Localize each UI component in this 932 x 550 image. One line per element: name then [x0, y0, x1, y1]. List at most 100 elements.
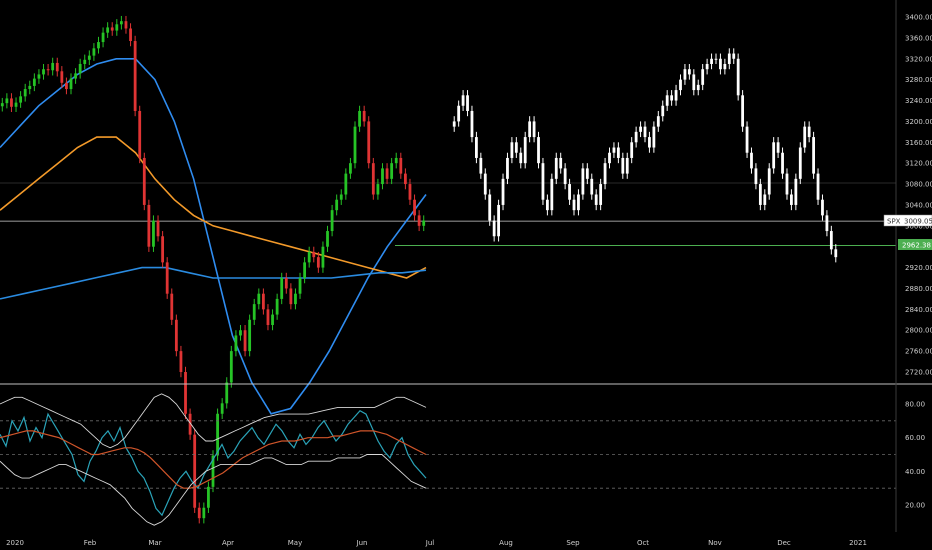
candle-body: [376, 184, 380, 195]
time-tick-label: Jul: [425, 539, 435, 547]
candle-body: [385, 168, 389, 179]
candle-body: [101, 32, 105, 43]
projection-body: [701, 69, 705, 85]
candle-body: [280, 278, 284, 299]
candle-body: [14, 102, 18, 107]
candle-body: [179, 351, 183, 372]
candle-body: [399, 157, 403, 174]
projection-body: [750, 152, 753, 169]
projection-body: [758, 184, 762, 205]
projection-body: [550, 178, 554, 211]
projection-body: [821, 199, 824, 216]
last-price-badge: SPX 3009.05: [883, 214, 932, 227]
rsi-tick-label: 60.00: [905, 434, 925, 442]
price-tick-label: 3360.00: [905, 34, 932, 42]
candle-body: [413, 199, 416, 216]
projection-body: [683, 69, 687, 80]
candle-body: [23, 89, 27, 97]
projection-body: [736, 58, 740, 96]
price-tick-label: 2760.00: [905, 348, 932, 356]
candle-body: [243, 330, 247, 352]
long-ma-line: [0, 266, 427, 300]
price-tick-label: 3080.00: [905, 181, 932, 189]
projection-body: [652, 126, 656, 148]
rsi-pane[interactable]: [0, 393, 896, 526]
projection-body: [825, 215, 829, 232]
projection-body: [790, 194, 793, 205]
candle-body: [422, 220, 426, 226]
candle-body: [97, 42, 100, 49]
candle-body: [74, 73, 77, 79]
projection-body: [612, 147, 616, 153]
price-tick-label: 3000.00: [905, 222, 932, 230]
candle-body: [32, 78, 36, 86]
candle-body: [344, 173, 348, 195]
candle-body: [381, 168, 384, 185]
candle-body: [60, 71, 64, 83]
projection-body: [798, 147, 802, 179]
projection-body: [625, 157, 629, 174]
rsi-tick-label: 80.00: [905, 401, 925, 409]
candle-body: [188, 413, 192, 435]
lower-band-line: [0, 454, 427, 526]
candle-body: [165, 262, 169, 294]
projection-body: [621, 157, 625, 174]
projection-body: [714, 58, 718, 60]
time-tick-label: Apr: [222, 539, 234, 547]
candle-body: [78, 63, 82, 74]
candle-body: [92, 48, 96, 56]
price-tick-label: 3400.00: [905, 14, 932, 22]
projection-body: [705, 63, 709, 70]
candle-body: [239, 330, 242, 336]
time-axis[interactable]: 2020 Feb Mar Apr May Jun Jul Aug Sep Oct Nov Dec 202…: [6, 539, 867, 547]
projection-body: [545, 199, 549, 211]
time-tick-label: Feb: [84, 539, 97, 547]
projection-body: [807, 126, 811, 138]
rsi-axis[interactable]: 80.00 60.00 40.00 20.00: [905, 401, 925, 510]
price-tick-label: 2720.00: [905, 369, 932, 377]
candle-body: [106, 27, 110, 33]
candle-body: [65, 82, 68, 90]
candle-body: [225, 382, 229, 404]
projection-body: [497, 204, 500, 237]
projection-body: [492, 220, 496, 237]
candle-body: [403, 173, 407, 185]
projection-body: [745, 126, 749, 153]
projection-body: [670, 95, 674, 101]
candle-body: [51, 62, 55, 71]
candle-body: [408, 184, 412, 200]
candle-body: [261, 293, 265, 310]
candle-body: [87, 55, 91, 60]
price-tick-label: 2920.00: [905, 264, 932, 272]
projection-body: [834, 249, 838, 258]
last-price-value: 3009.05: [904, 218, 932, 226]
candle-body: [197, 507, 201, 519]
candle-body: [156, 220, 160, 237]
projection-body: [816, 173, 820, 200]
price-tick-label: 3320.00: [905, 55, 932, 63]
projection-body: [563, 168, 567, 185]
projection-body: [687, 69, 691, 75]
upper-band-line: [0, 393, 427, 449]
time-tick-label: Jun: [356, 539, 368, 547]
candle-body: [37, 74, 41, 79]
candle-body: [316, 257, 320, 268]
candle-body: [362, 110, 366, 122]
candle-body: [69, 78, 73, 90]
last-price-badge-bg: [883, 214, 932, 227]
price-tick-label: 3200.00: [905, 118, 932, 126]
projection-body: [772, 142, 776, 169]
candle-body: [129, 28, 132, 42]
price-pane[interactable]: [0, 15, 896, 524]
candle-body: [138, 110, 142, 158]
price-tick-label: 2800.00: [905, 327, 932, 335]
projection-body: [475, 137, 478, 158]
candle-body: [294, 293, 297, 305]
projection-body: [581, 168, 585, 195]
candle-body: [19, 96, 23, 103]
projection-body: [785, 173, 789, 195]
projection-body: [741, 95, 745, 127]
projection-body: [608, 152, 611, 164]
